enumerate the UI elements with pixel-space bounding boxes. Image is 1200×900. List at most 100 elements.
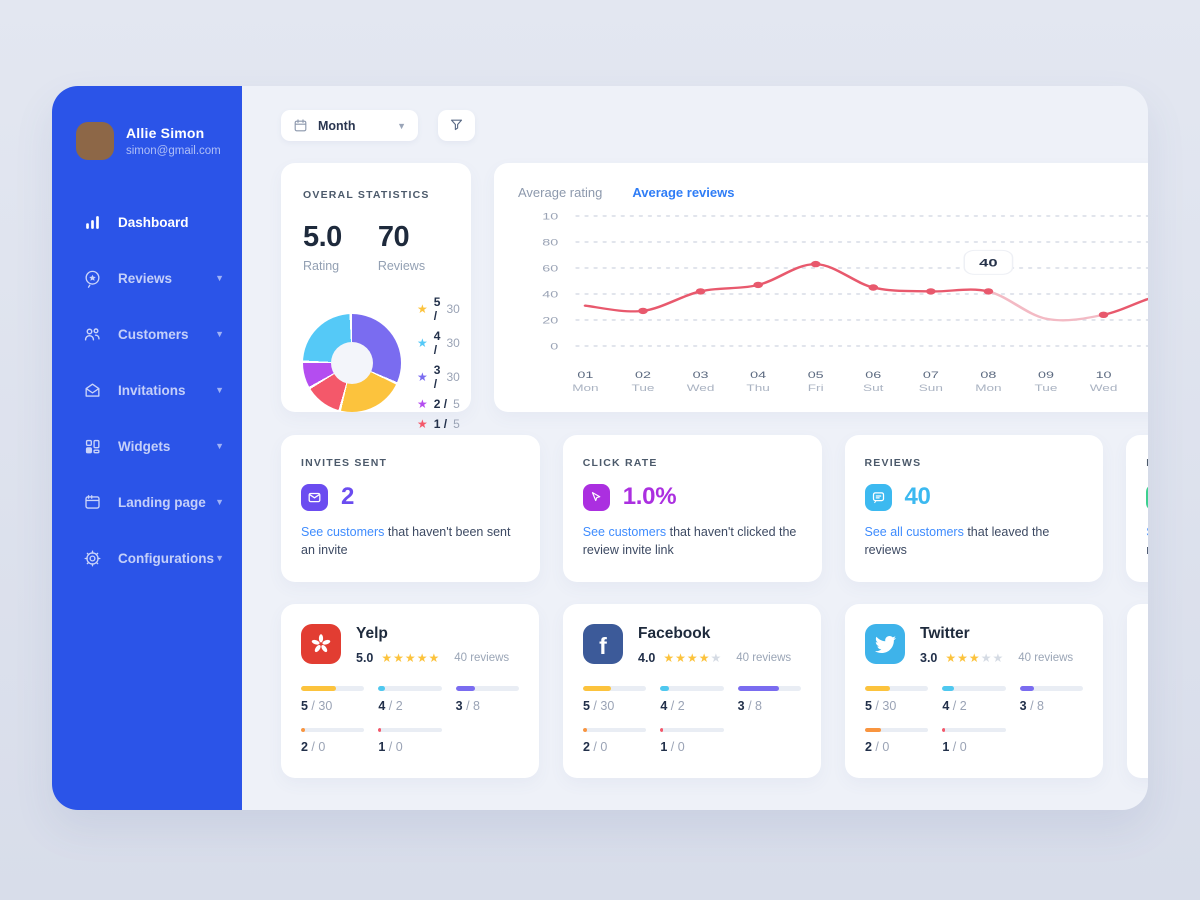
star-icon: ★ <box>663 651 676 665</box>
card-title: RESPONSE RATE <box>1146 457 1148 469</box>
social-card-partial <box>1127 604 1148 778</box>
user-profile[interactable]: Allie Simon simon@gmail.com <box>76 122 242 160</box>
chat-bubble-icon <box>864 483 892 511</box>
see-customers-link[interactable]: See customers <box>301 525 385 539</box>
star-icon: ★ <box>417 370 428 384</box>
sidebar-item-dashboard[interactable]: Dashboard <box>76 194 242 250</box>
sidebar-item-configurations[interactable]: Configurations ▼ <box>76 530 242 586</box>
svg-text:80: 80 <box>542 237 558 248</box>
svg-text:08: 08 <box>980 369 996 380</box>
rating-bars: 5 / 30 4 / 2 3 / 8 2 / 0 1 / 0 <box>865 686 1083 754</box>
sidebar-item-invitations[interactable]: Invitations ▼ <box>76 362 242 418</box>
svg-text:10: 10 <box>1096 369 1112 380</box>
tab-average-reviews[interactable]: Average reviews <box>632 185 735 200</box>
chevron-down-icon: ▼ <box>397 120 406 131</box>
svg-text:Wed: Wed <box>1090 384 1118 393</box>
svg-text:05: 05 <box>808 369 824 380</box>
star-icon: ★ <box>992 651 1005 665</box>
facebook-logo: f <box>583 624 623 664</box>
social-reviews-count: 40 reviews <box>454 652 510 664</box>
chevron-down-icon: ▼ <box>215 385 224 395</box>
user-name: Allie Simon <box>126 125 205 141</box>
rating-donut-chart <box>303 314 401 412</box>
rating-bar: 2 / 0 <box>865 727 929 754</box>
chevron-down-icon: ▼ <box>215 441 224 451</box>
rating-bar: 4 / 2 <box>660 686 724 713</box>
widgets-icon <box>82 436 102 456</box>
sidebar-item-landing-page[interactable]: Landing page ▼ <box>76 474 242 530</box>
response-rate-card: RESPONSE RATE 0.0% See reviews which hav… <box>1126 435 1148 582</box>
sidebar: Allie Simon simon@gmail.com Dashboard Re… <box>52 86 242 810</box>
see-customers-link[interactable]: See customers <box>582 525 667 539</box>
social-name: Facebook <box>638 625 711 642</box>
svg-text:Tue: Tue <box>1035 384 1058 393</box>
stat-description: See reviews which haven't been responded… <box>1146 523 1148 559</box>
line-chart: 10 80 60 40 20 0 01 Mon 02 Tue 03 Wed 04 Thu 05 Fri 06 Su… <box>542 211 1148 393</box>
sidebar-item-reviews[interactable]: Reviews ▼ <box>76 250 242 306</box>
stat-description: See customers that haven't been sent an … <box>301 525 511 557</box>
chevron-down-icon: ▼ <box>215 553 224 563</box>
svg-text:40: 40 <box>542 289 558 300</box>
rating-label: Rating <box>303 259 340 273</box>
sidebar-item-label: Invitations <box>118 382 186 398</box>
filter-button[interactable] <box>438 110 475 141</box>
dashboard-app: Allie Simon simon@gmail.com Dashboard Re… <box>52 86 1148 810</box>
svg-text:10: 10 <box>542 211 558 222</box>
rating-bar: 2 / 0 <box>583 727 647 754</box>
svg-text:03: 03 <box>693 369 709 380</box>
rating-bar: 4 / 2 <box>378 686 442 713</box>
rating-bar: 4 / 2 <box>942 686 1006 713</box>
svg-text:60: 60 <box>542 263 558 274</box>
rating-bars: 5 / 30 4 / 2 3 / 8 2 / 0 1 / 0 <box>583 686 801 754</box>
reviews-label: Reviews <box>377 259 426 273</box>
svg-text:09: 09 <box>1038 369 1054 380</box>
facebook-card: f Facebook 4.0 ★★★★★ 40 reviews 5 / 30 4 … <box>563 604 821 778</box>
star-icon: ★ <box>428 651 441 665</box>
tab-average-rating[interactable]: Average rating <box>518 185 603 200</box>
rating-bar: 5 / 30 <box>301 686 365 713</box>
stat-value: 1.0% <box>622 483 677 510</box>
envelope-icon <box>82 380 102 400</box>
social-rating: 4.0 <box>638 651 656 665</box>
rating-bar: 3 / 8 <box>1019 686 1083 713</box>
social-rating: 3.0 <box>920 651 938 665</box>
star-icon: ★ <box>686 651 699 665</box>
browser-icon <box>82 492 102 512</box>
star-icon: ★ <box>417 397 428 411</box>
legend-row: ★ 2 / 5 <box>417 397 460 411</box>
svg-text:04: 04 <box>750 369 766 380</box>
see-reviews-link[interactable]: See reviews <box>1146 525 1148 539</box>
calendar-icon <box>293 118 308 133</box>
star-icon: ★ <box>417 336 428 350</box>
rating-value: 5.0 <box>303 221 342 253</box>
card-title: OVERAL STATISTICS <box>303 189 430 201</box>
see-all-customers-link[interactable]: See all customers <box>864 525 964 539</box>
chevron-down-icon: ▼ <box>215 273 224 283</box>
sidebar-item-widgets[interactable]: Widgets ▼ <box>76 418 242 474</box>
cursor-icon <box>582 483 610 511</box>
stat-description: See customers that haven't clicked the r… <box>582 525 797 557</box>
card-title: REVIEWS <box>864 457 922 469</box>
legend-row: ★ 3 / 30 <box>417 363 460 391</box>
card-title: INVITES SENT <box>301 457 388 469</box>
user-email: simon@gmail.com <box>126 145 221 157</box>
svg-text:0: 0 <box>550 341 558 352</box>
star-icon: ★ <box>417 302 428 316</box>
review-star-icon <box>82 268 102 288</box>
sidebar-item-customers[interactable]: Customers ▼ <box>76 306 242 362</box>
period-select[interactable]: Month ▼ <box>281 110 418 141</box>
star-rating: ★★★★★ <box>381 649 440 667</box>
rating-bar: 1 / 0 <box>378 727 442 754</box>
social-name: Twitter <box>920 625 970 642</box>
chart-tabs: Average rating Average reviews <box>518 185 1148 200</box>
main-content: Month ▼ OV <box>242 86 1148 810</box>
rating-bar: 1 / 0 <box>942 727 1006 754</box>
filter-funnel-icon <box>449 117 464 135</box>
social-reviews-count: 40 reviews <box>736 652 792 664</box>
legend-row: ★ 5 / 30 <box>417 295 460 323</box>
svg-text:06: 06 <box>865 369 881 380</box>
reviews-chart-card: Average rating Average reviews 10 80 60 40 2… <box>494 163 1148 412</box>
star-rating: ★★★★★ <box>945 649 1004 667</box>
svg-text:20: 20 <box>542 315 558 326</box>
